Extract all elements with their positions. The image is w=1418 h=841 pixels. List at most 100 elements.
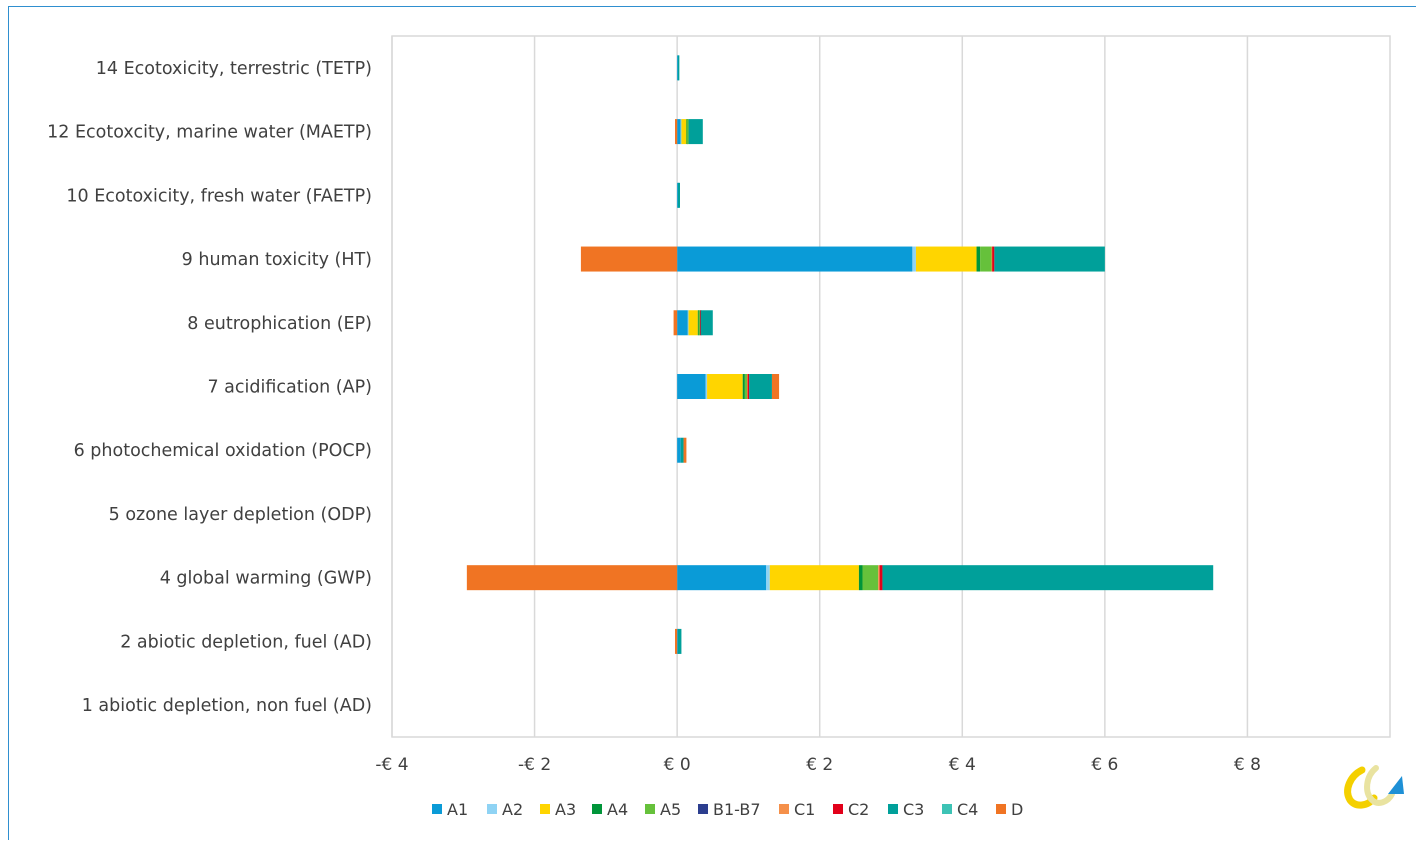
legend-item: A5 (645, 800, 681, 819)
gridlines (391, 35, 1391, 738)
legend-label: B1-B7 (713, 800, 761, 819)
category-label: 4 global warming (GWP) (160, 569, 372, 589)
x-tick-label: € 2 (806, 755, 833, 775)
legend-label: D (1011, 800, 1023, 819)
bar-segment-c3 (688, 119, 703, 145)
bar-segment-a2 (766, 565, 770, 591)
legend-swatch (432, 804, 442, 814)
category-label: 2 abiotic depletion, fuel (AD) (120, 632, 372, 652)
legend-swatch (592, 804, 602, 814)
bar-segment-c3 (680, 437, 684, 463)
bar-segment-a3 (688, 310, 698, 336)
bar-segment-a5 (862, 565, 879, 591)
legend-label: C1 (794, 800, 815, 819)
bar-segment-d (580, 246, 678, 272)
bar-segment-a2 (705, 374, 708, 399)
bar-segment-d (771, 374, 780, 399)
category-labels: 14 Ecotoxicity, terrestric (TETP) 12 Ecot… (47, 59, 372, 716)
category-label: 14 Ecotoxicity, terrestric (TETP) (96, 59, 372, 79)
bar-segment-a1 (677, 246, 913, 272)
bar-segment-d (466, 565, 678, 591)
category-label: 9 human toxicity (HT) (182, 250, 372, 270)
legend-item: A1 (432, 800, 468, 819)
x-tick-label: -€ 2 (518, 755, 551, 775)
category-label: 10 Ecotoxicity, fresh water (FAETP) (66, 186, 372, 206)
bar-segment-a4 (858, 565, 863, 591)
bar-segment-a2 (912, 246, 916, 272)
x-tick-label: € 4 (949, 755, 976, 775)
legend-item: A4 (592, 800, 628, 819)
bar-segment-a5 (980, 246, 992, 272)
legend-item: A2 (487, 800, 523, 819)
legend-swatch (540, 804, 550, 814)
legend-swatch (996, 804, 1006, 814)
bar-segment-a5 (698, 310, 701, 336)
chart-frame (8, 6, 1416, 840)
logo-icon (1344, 765, 1404, 809)
bar-segment-c3 (677, 628, 682, 654)
bar-segment-c2 (879, 565, 883, 591)
bar-segment-c3 (994, 246, 1105, 272)
legend-label: C4 (957, 800, 978, 819)
bar-segment-c2 (747, 374, 750, 399)
legend-item: C1 (779, 800, 815, 819)
legend-label: C2 (848, 800, 869, 819)
bar-segment-a1 (677, 310, 688, 336)
legend-item: A3 (540, 800, 576, 819)
category-label: 8 eutrophication (EP) (187, 314, 372, 334)
legend-label: A4 (607, 800, 628, 819)
bar-segment-a5 (744, 374, 748, 399)
bar-segment-a1 (677, 374, 706, 399)
bar-segment-a1 (677, 565, 767, 591)
bar-segment-d (675, 119, 678, 145)
category-label: 1 abiotic depletion, non fuel (AD) (82, 696, 372, 716)
bar-segment-c3 (749, 374, 772, 399)
bar-segment-c3 (677, 55, 680, 81)
bar-segment-a1 (677, 119, 681, 145)
bar-segment-c3 (700, 310, 713, 336)
bars (466, 55, 1214, 654)
bar-segment-a4 (742, 374, 745, 399)
bar-segment-a3 (915, 246, 977, 272)
legend-swatch (645, 804, 655, 814)
legend-item: B1-B7 (698, 800, 761, 819)
legend-item: C4 (942, 800, 978, 819)
bar-segment-a3 (707, 374, 743, 399)
bar-segment-a3 (769, 565, 859, 591)
bar-segment-c3 (882, 565, 1214, 591)
category-label: 7 acidification (AP) (207, 378, 372, 398)
legend-swatch (487, 804, 497, 814)
legend-label: A1 (447, 800, 468, 819)
x-tick-label: -€ 4 (375, 755, 408, 775)
plot-area-border (391, 35, 1391, 738)
legend-swatch (942, 804, 952, 814)
category-label: 12 Ecotoxcity, marine water (MAETP) (47, 123, 372, 143)
legend-item: C3 (888, 800, 924, 819)
bar-segment-a4 (976, 246, 981, 272)
x-tick-label: € 8 (1234, 755, 1261, 775)
legend-swatch (698, 804, 708, 814)
bar-segment-d (675, 628, 678, 654)
legend-swatch (779, 804, 789, 814)
legend: A1 A2 A3 A4 A5 B1-B7 C1 C2 C3 C4 D (432, 800, 1023, 819)
bar-segment-a1 (677, 437, 681, 463)
bar-segment-c1 (878, 565, 880, 591)
bar-segment-d (673, 310, 678, 336)
legend-label: A3 (555, 800, 576, 819)
category-label: 6 photochemical oxidation (POCP) (74, 441, 372, 461)
bar-segment-a5 (687, 119, 689, 145)
bar-segment-d (683, 437, 687, 463)
legend-label: C3 (903, 800, 924, 819)
legend-label: A5 (660, 800, 681, 819)
legend-label: A2 (502, 800, 523, 819)
legend-swatch (888, 804, 898, 814)
category-label: 5 ozone layer depletion (ODP) (109, 505, 372, 525)
bar-segment-a3 (681, 119, 687, 145)
legend-item: D (996, 800, 1023, 819)
x-axis-tick-labels: -€ 4 -€ 2 € 0 € 2 € 4 € 6 € 8 (375, 755, 1261, 775)
legend-item: C2 (833, 800, 869, 819)
bar-segment-c3 (677, 182, 680, 208)
x-tick-label: € 0 (664, 755, 691, 775)
legend-swatch (833, 804, 843, 814)
